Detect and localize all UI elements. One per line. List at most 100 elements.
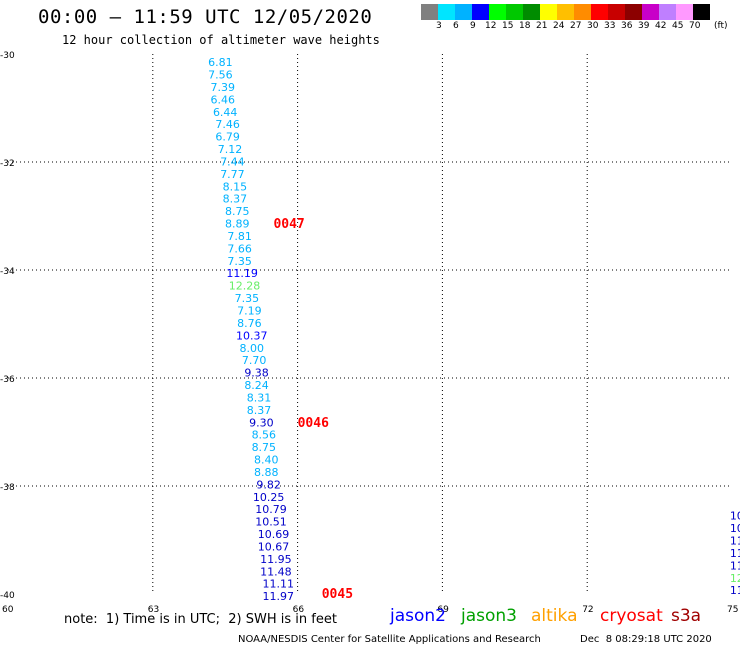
- swh-value-label: 6.81: [208, 56, 233, 69]
- swh-value-label: 8.89: [225, 218, 250, 231]
- y-tick-label: -32: [0, 159, 15, 169]
- satellite-legend-s3a: s3a: [671, 606, 702, 626]
- swh-value-label: 7.77: [220, 168, 245, 181]
- legend-swatch: [472, 4, 489, 20]
- satellite-legend-altika: altika: [531, 606, 578, 626]
- satellite-legend-cryosat: cryosat: [600, 606, 663, 626]
- time-label: 0047: [273, 217, 304, 232]
- legend-tick-label: 45: [672, 21, 684, 31]
- y-tick-label: -30: [0, 51, 15, 61]
- swh-value-label: 7.19: [237, 305, 262, 318]
- swh-value-label: 7.46: [215, 118, 240, 131]
- legend-tick-label: 24: [553, 21, 565, 31]
- swh-value-label: 6.44: [213, 106, 238, 119]
- swh-value-label: 8.75: [225, 205, 250, 218]
- chart-subtitle: 12 hour collection of altimeter wave hei…: [62, 33, 380, 47]
- swh-value-label: 10.67: [258, 540, 290, 553]
- swh-value-label: 11.19: [226, 267, 258, 280]
- swh-value-label: 7.81: [227, 230, 252, 243]
- credit-text: NOAA/NESDIS Center for Satellite Applica…: [238, 634, 541, 645]
- swh-value-label: 8.00: [239, 342, 264, 355]
- legend-swatch: [625, 4, 642, 20]
- swh-value-label: 8.24: [244, 379, 269, 392]
- swh-value-label: 10.37: [236, 329, 268, 342]
- legend-swatch: [574, 4, 591, 20]
- legend-tick-label: 27: [570, 21, 582, 31]
- swh-value-label: 7.44: [220, 155, 245, 168]
- swh-value-label: 8.75: [252, 441, 277, 454]
- swh-value-label: 10.69: [258, 528, 290, 541]
- legend-tick-label: 42: [655, 21, 667, 31]
- swh-value-label: 8.56: [252, 429, 277, 442]
- legend-swatch: [523, 4, 540, 20]
- legend-tick-label: 30: [587, 21, 599, 31]
- swh-value-label: 7.56: [208, 69, 233, 82]
- legend-swatch: [608, 4, 625, 20]
- swh-value-label: 9.30: [249, 416, 274, 429]
- swh-value-label: 11: [730, 535, 740, 548]
- swh-value-label: 10.25: [253, 491, 285, 504]
- footer-note: note: 1) Time is in UTC; 2) SWH is in fe…: [64, 612, 337, 627]
- swh-value-label: 7.70: [242, 354, 267, 367]
- swh-value-label: 11.95: [260, 553, 292, 566]
- x-tick-label: 60: [2, 605, 14, 615]
- swh-value-label: 10.79: [255, 503, 287, 516]
- swh-value-label: 7.35: [227, 255, 252, 268]
- x-tick-label: 75: [727, 605, 738, 615]
- legend-swatch: [540, 4, 557, 20]
- time-label: 0046: [298, 416, 329, 431]
- page-title: 00:00 – 11:59 UTC 12/05/2020: [38, 6, 373, 28]
- x-tick-label: 63: [148, 605, 159, 615]
- swh-value-label: 8.88: [254, 466, 279, 479]
- time-label: 0045: [322, 587, 353, 602]
- swh-value-label: 11: [730, 584, 740, 597]
- legend-swatch: [506, 4, 523, 20]
- legend-unit: (ft): [714, 21, 728, 31]
- swh-value-label: 11.97: [263, 590, 295, 603]
- legend-tick-label: 6: [453, 21, 459, 31]
- swh-value-label: 8.76: [237, 317, 262, 330]
- swh-value-label: 11.11: [263, 578, 295, 591]
- satellite-legend-jason3: jason3: [461, 606, 517, 626]
- x-tick-label: 66: [293, 605, 305, 615]
- swh-value-label: 9.82: [256, 478, 281, 491]
- swh-value-label: 7.12: [218, 143, 243, 156]
- legend-tick-label: 39: [638, 21, 650, 31]
- swh-value-label: 12: [730, 572, 740, 585]
- swh-value-label: 8.40: [254, 454, 279, 467]
- legend-tick-label: 3: [436, 21, 442, 31]
- legend-swatch: [557, 4, 574, 20]
- swh-value-label: 8.37: [223, 193, 248, 206]
- x-tick-label: 69: [437, 605, 449, 615]
- swh-value-label: 8.37: [247, 404, 272, 417]
- legend-tick-label: 33: [604, 21, 616, 31]
- swh-value-label: 9.38: [244, 367, 269, 380]
- swh-value-label: 6.46: [211, 93, 236, 106]
- swh-value-label: 11.48: [260, 565, 292, 578]
- swh-value-label: 10.51: [255, 516, 287, 529]
- swh-value-label: 8.15: [223, 180, 248, 193]
- swh-value-label: 11: [730, 547, 740, 560]
- legend-swatch: [676, 4, 693, 20]
- legend-swatch: [421, 4, 438, 20]
- legend-swatch: [693, 4, 710, 20]
- credit-date: Dec 8 08:29:18 UTC 2020: [580, 634, 712, 645]
- legend-swatch: [642, 4, 659, 20]
- swh-value-label: 7.35: [235, 292, 260, 305]
- legend-swatch: [591, 4, 608, 20]
- legend-swatch: [455, 4, 472, 20]
- swh-value-label: 6.79: [215, 131, 240, 144]
- y-tick-label: -36: [0, 375, 15, 385]
- y-tick-label: -40: [0, 591, 15, 601]
- legend-swatch: [659, 4, 676, 20]
- legend-tick-label: 21: [536, 21, 548, 31]
- swh-value-label: 7.39: [211, 81, 236, 94]
- legend-tick-label: 70: [689, 21, 701, 31]
- legend-swatch: [438, 4, 455, 20]
- swh-value-label: 8.31: [247, 391, 272, 404]
- swh-value-label: 11: [730, 559, 740, 572]
- legend-tick-label: 36: [621, 21, 633, 31]
- legend-tick-label: 18: [519, 21, 531, 31]
- swh-value-label: 10: [730, 510, 740, 523]
